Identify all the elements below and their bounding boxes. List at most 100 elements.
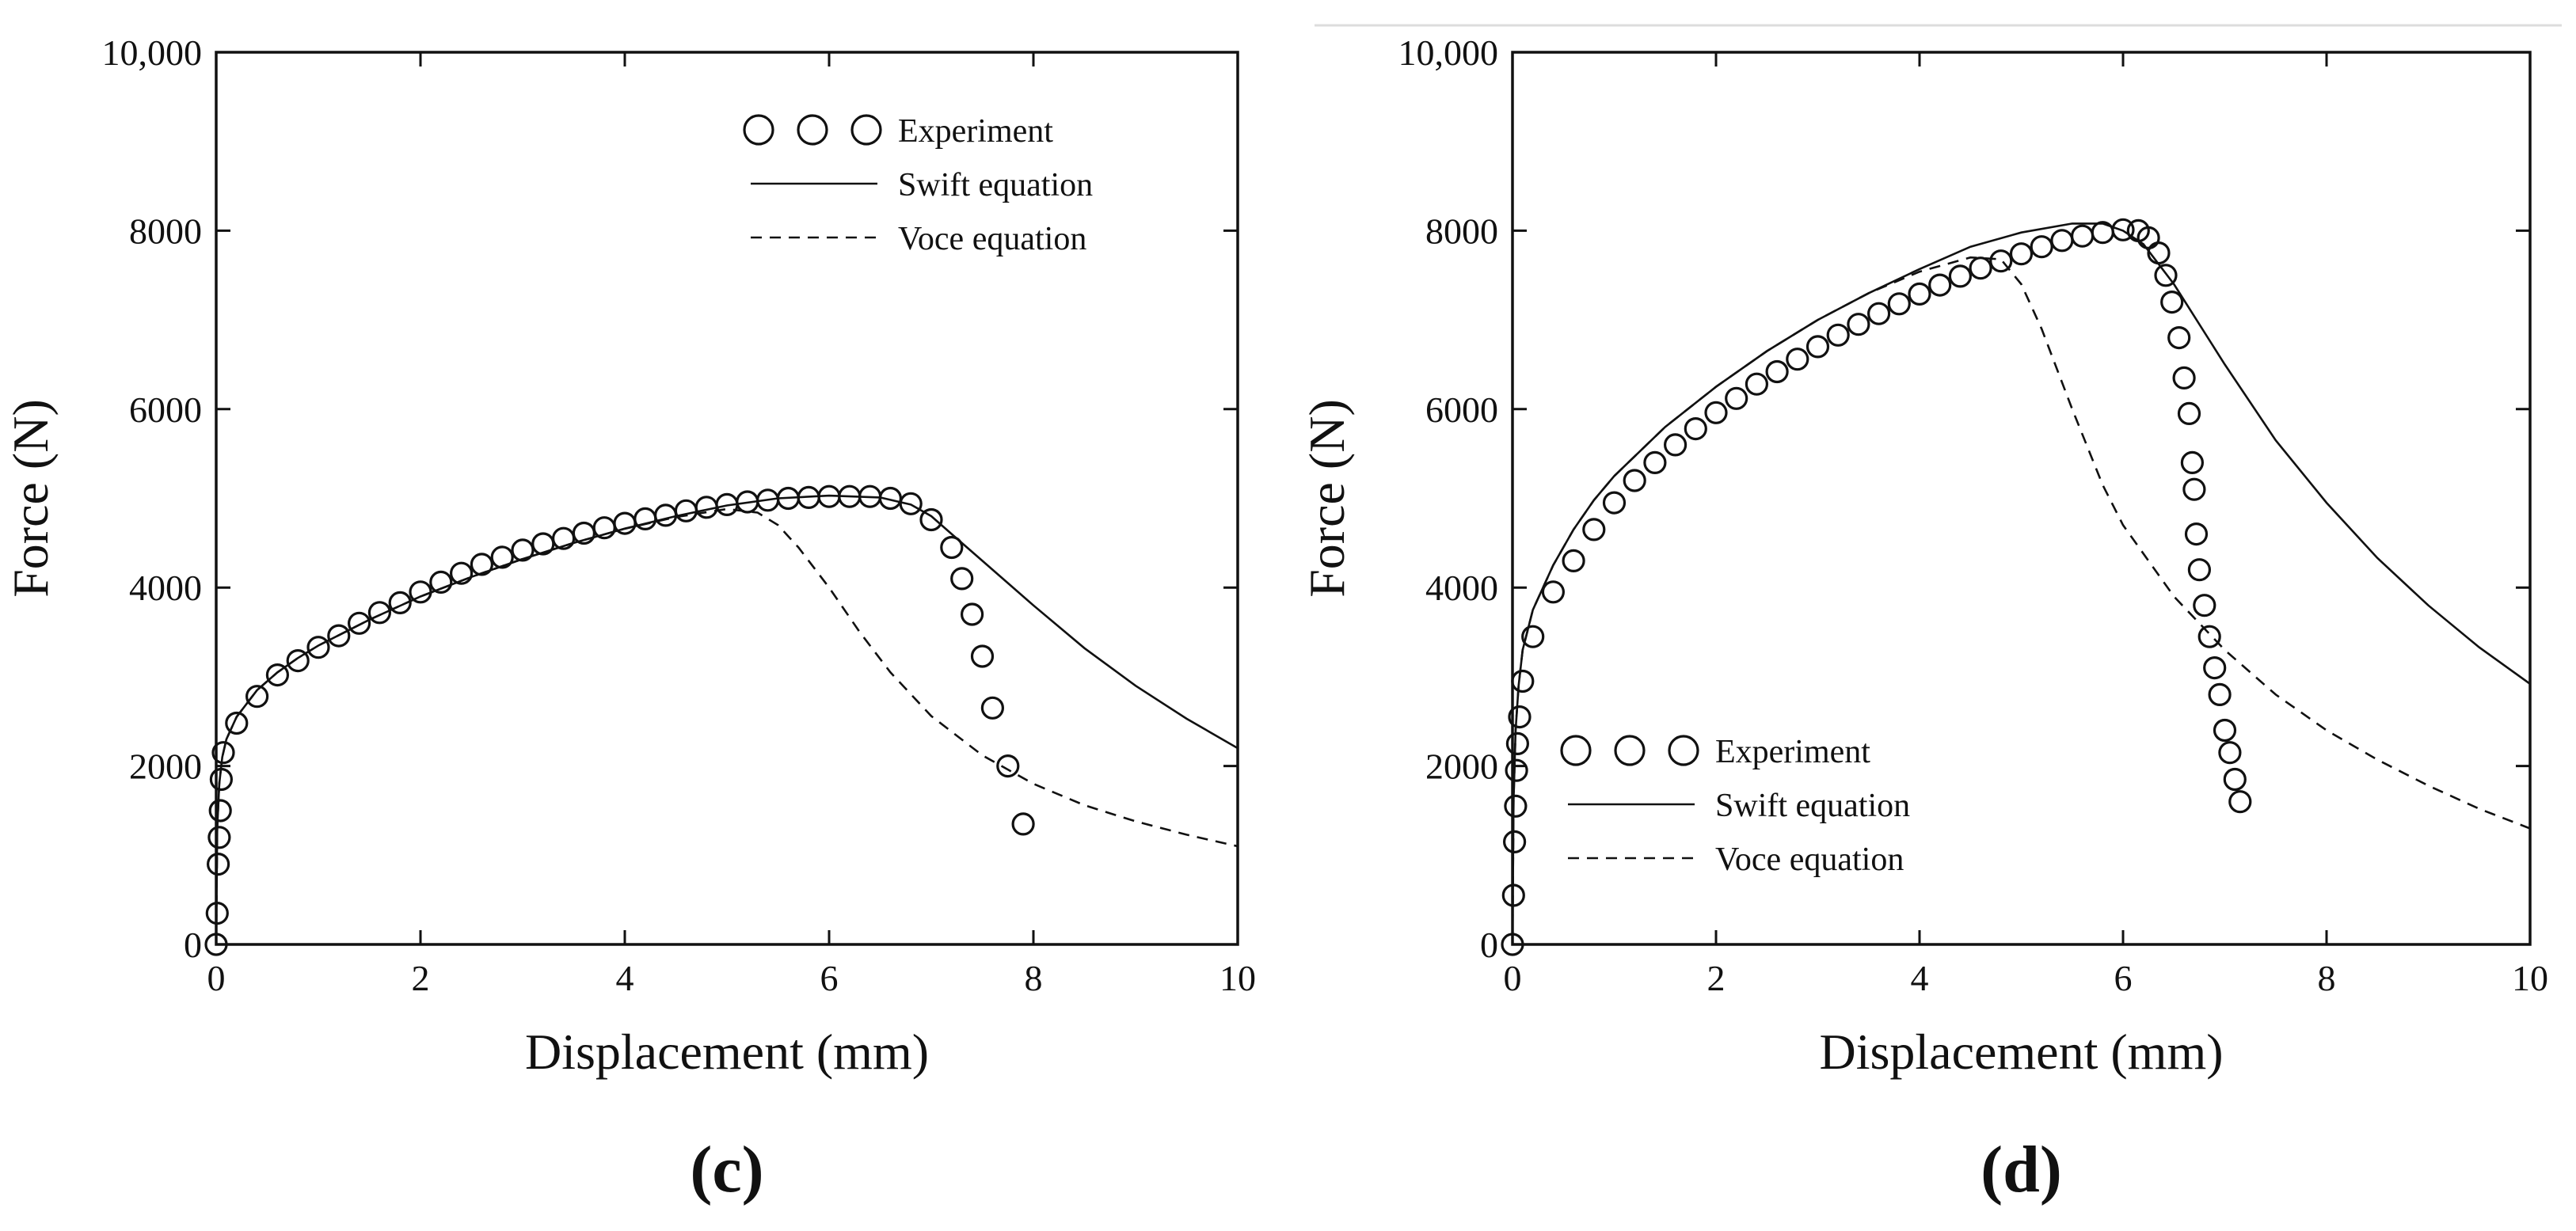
voce-equation-line <box>216 507 1238 944</box>
x-axis-label: Displacement (mm) <box>525 1024 929 1080</box>
y-tick-label: 0 <box>1480 925 1498 965</box>
legend: Experiment Swift equation Voce equation <box>743 113 1093 257</box>
y-tick-label: 2000 <box>129 747 202 787</box>
legend-entry-voce-equation: Voce equation <box>1715 842 1904 878</box>
experiment-point <box>1502 830 1527 854</box>
experiment-point <box>1643 450 1667 475</box>
experiment-point <box>1969 256 1992 280</box>
experiment-point <box>2228 790 2252 814</box>
experiment-point <box>996 754 1020 778</box>
experiment-point <box>531 532 555 556</box>
experiment-point <box>490 545 514 569</box>
experiment-point <box>2154 264 2178 287</box>
experiment-point <box>1704 401 1728 424</box>
experiment-point <box>2208 682 2232 707</box>
y-tick-label: 2000 <box>1425 747 1498 787</box>
panel-label: (d) <box>1981 1133 2062 1206</box>
experiment-point <box>2180 450 2204 475</box>
experiment-point <box>1541 580 1566 604</box>
experiment-point <box>449 561 474 585</box>
x-tick-label: 4 <box>616 958 634 998</box>
legend-marker-circle <box>743 114 774 146</box>
experiment-point <box>2182 477 2206 501</box>
experiment-point <box>1908 282 1931 306</box>
legend-entry-experiment: Experiment <box>898 113 1053 150</box>
series-group <box>216 494 1238 944</box>
experiment-point <box>2111 218 2135 241</box>
experiment-point <box>511 538 535 562</box>
legend-marker-circle <box>1614 735 1646 766</box>
experiment-point <box>1011 812 1035 836</box>
x-tick-label: 8 <box>1025 958 1043 998</box>
experiment-point <box>265 663 289 687</box>
legend-entry-swift-equation: Swift equation <box>898 167 1093 203</box>
experiment-point <box>409 580 432 604</box>
experiment-point <box>367 601 391 625</box>
experiment-point <box>2147 241 2171 265</box>
experiment-point <box>960 602 984 626</box>
experiment-point <box>2218 741 2242 765</box>
experiment-point <box>1847 313 1870 336</box>
x-tick-label: 8 <box>2318 958 2336 998</box>
y-axis-label: Force (N) <box>1299 399 1355 598</box>
experiment-point <box>1989 249 2013 273</box>
experiment-point <box>899 492 923 515</box>
experiment-point <box>2160 291 2184 314</box>
experiment-point <box>970 644 995 668</box>
experiment-point <box>1867 302 1891 325</box>
experiment-point <box>1511 669 1535 693</box>
experiment-point <box>1948 264 1972 288</box>
y-tick-label: 8000 <box>1425 211 1498 251</box>
y-tick-label: 10,000 <box>102 32 203 73</box>
chart-panel-c: 0 2 4 6 8 10 0 2000 4000 6000 8000 10,000 Displaceme… <box>2 32 1256 1206</box>
experiment-point <box>2223 767 2247 792</box>
experiment-point <box>2203 655 2227 680</box>
x-axis-label: Displacement (mm) <box>1819 1024 2223 1080</box>
legend-marker-circle <box>1560 735 1592 766</box>
experiment-point <box>674 499 698 522</box>
legend-entry-experiment: Experiment <box>1715 734 1870 770</box>
x-tick-label: 2 <box>412 958 430 998</box>
experiment-point <box>2009 242 2034 266</box>
experiment-point <box>348 611 371 635</box>
experiment-point <box>1786 348 1809 371</box>
experiment-point <box>327 624 351 648</box>
experiment-point <box>2030 235 2053 259</box>
experiment-point <box>1826 323 1850 347</box>
y-tick-label: 0 <box>184 925 202 965</box>
experiment-point <box>2071 224 2095 248</box>
experiment-point <box>2172 366 2196 389</box>
experiment-point <box>1684 416 1707 441</box>
x-tick-label: 6 <box>820 958 839 998</box>
y-tick-label: 10,000 <box>1398 32 1499 73</box>
experiment-point <box>225 711 249 735</box>
experiment-point <box>1725 386 1748 410</box>
experiment-point <box>2091 221 2114 245</box>
experiment-point <box>2197 625 2221 648</box>
experiment-point <box>207 826 231 849</box>
experiment-point <box>207 852 230 876</box>
x-tick-label: 6 <box>2114 958 2133 998</box>
experiment-point <box>388 591 412 615</box>
x-tick-label: 4 <box>1911 958 1929 998</box>
y-axis-label: Force (N) <box>2 399 59 598</box>
experiment-point <box>1623 469 1646 492</box>
x-tick-label: 0 <box>1504 958 1522 998</box>
experiment-point <box>1504 794 1528 818</box>
experiment-point <box>613 511 637 535</box>
series-group <box>1512 222 2530 944</box>
plot-frame <box>1511 51 2532 946</box>
x-tick-label: 0 <box>207 958 226 998</box>
experiment-point <box>209 767 233 792</box>
y-tick-label: 4000 <box>1425 568 1498 608</box>
experiment-point <box>2050 229 2074 253</box>
experiment-point <box>2184 522 2209 546</box>
experiment-point <box>2177 401 2201 426</box>
legend-marker-circle <box>797 114 828 146</box>
experiment-point <box>245 685 269 709</box>
experiment-point <box>1887 292 1911 316</box>
experiment-point <box>306 636 330 659</box>
x-tick-label: 10 <box>1220 958 1256 998</box>
